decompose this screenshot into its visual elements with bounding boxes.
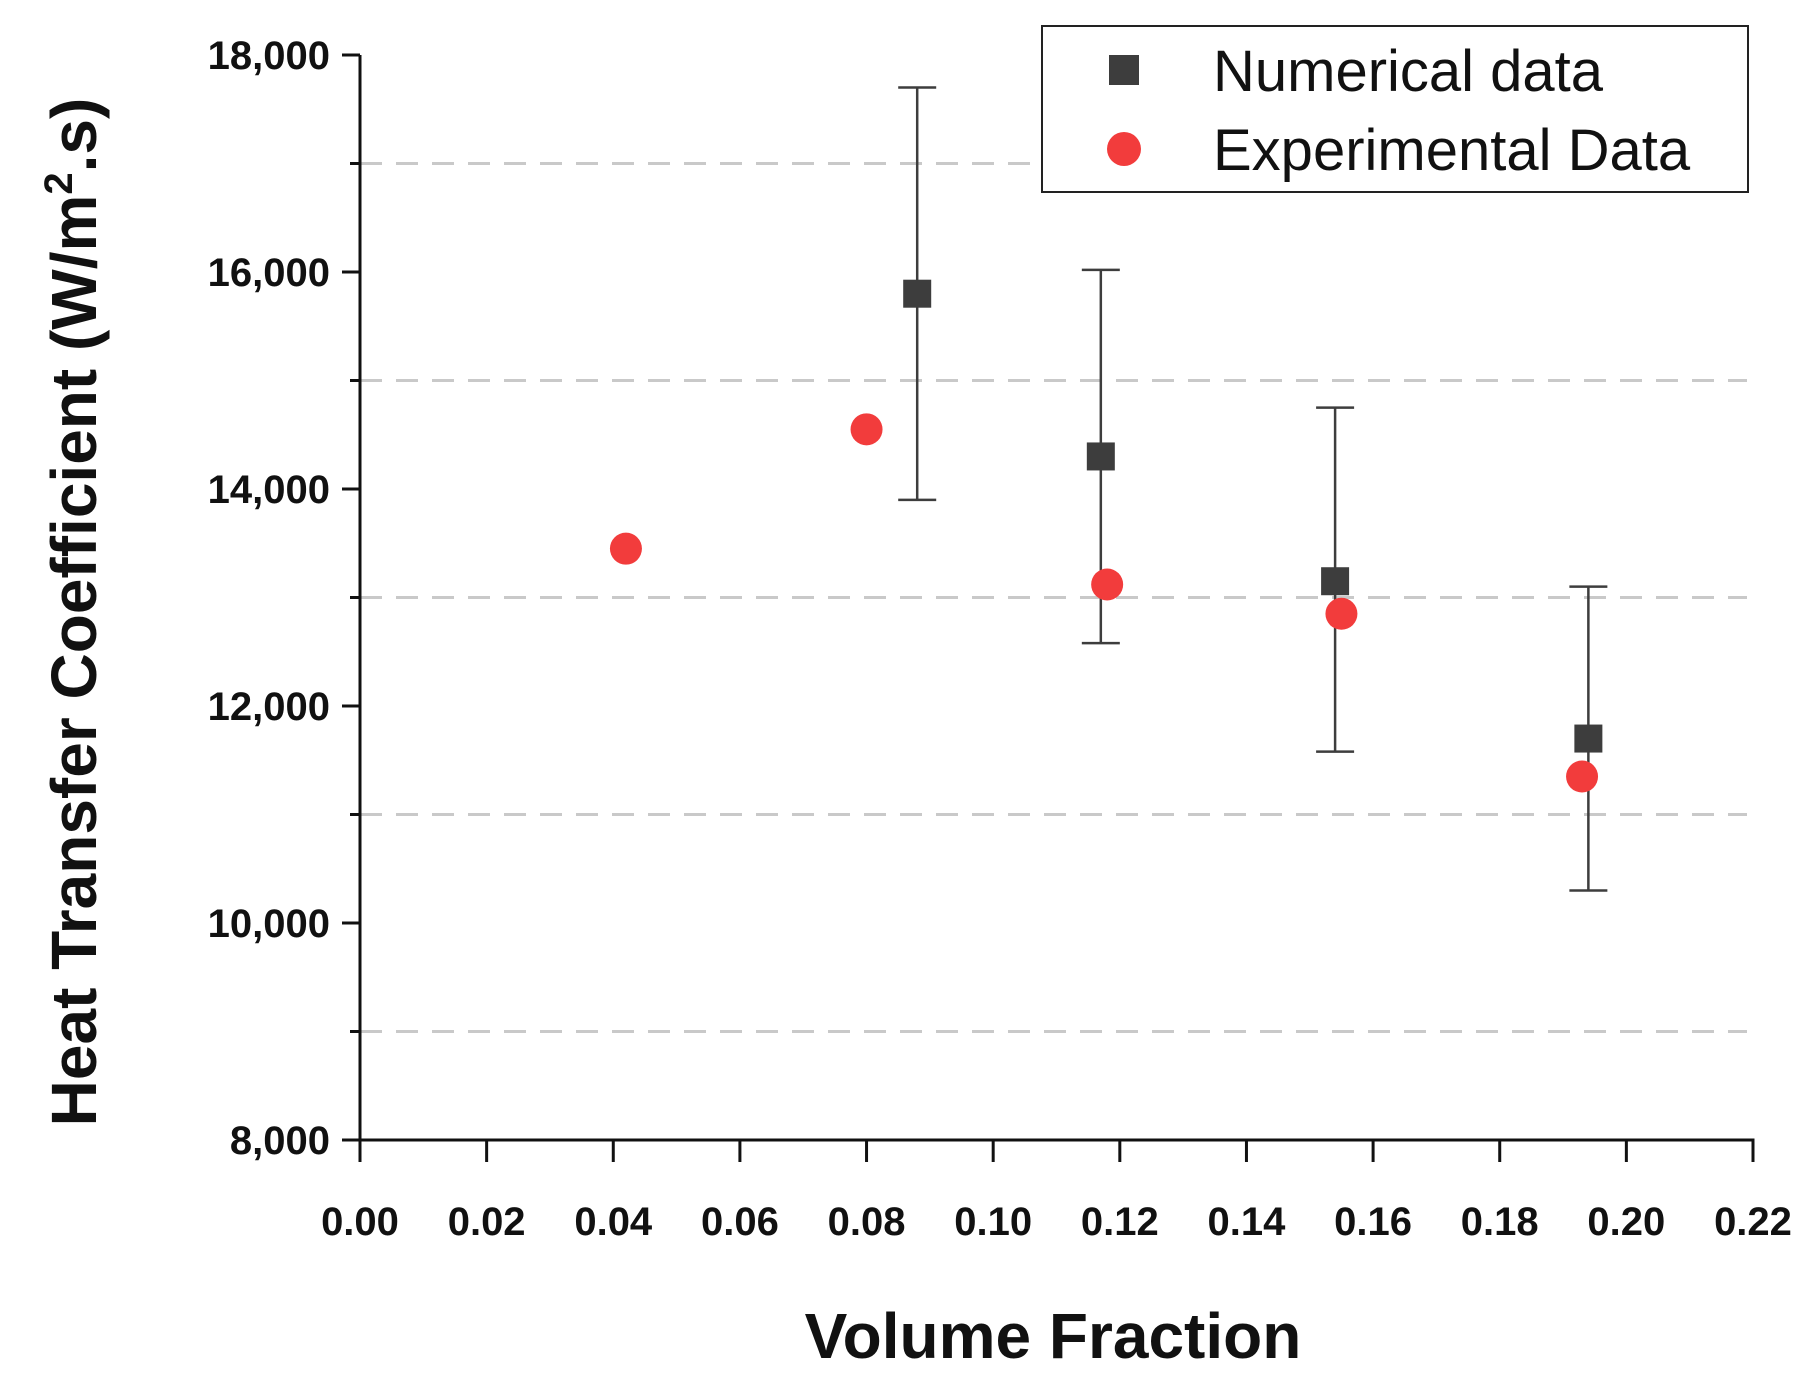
x-tick-label: 0.10 — [954, 1200, 1032, 1244]
experimental-data-point — [1325, 597, 1358, 630]
x-tick-label: 0.12 — [1081, 1200, 1159, 1244]
legend-label-experimental: Experimental Data — [1213, 118, 1691, 183]
x-tick-label: 0.08 — [828, 1200, 906, 1244]
legend-label-numerical: Numerical data — [1213, 39, 1604, 104]
y-tick-label: 14,000 — [208, 468, 330, 512]
x-tick-label: 0.22 — [1714, 1200, 1792, 1244]
x-tick-label: 0.14 — [1208, 1200, 1287, 1244]
legend-box — [1041, 25, 1749, 193]
y-tick-label: 18,000 — [208, 34, 330, 78]
x-tick-label: 0.06 — [701, 1200, 779, 1244]
legend-marker-numerical — [1109, 55, 1139, 85]
x-tick-label: 0.04 — [574, 1200, 653, 1244]
x-tick-label: 0.16 — [1334, 1200, 1412, 1244]
x-axis-title: Volume Fraction — [805, 1300, 1302, 1372]
experimental-data-point — [609, 532, 642, 565]
y-tick-label: 16,000 — [208, 251, 330, 295]
numerical-data-point — [903, 279, 932, 308]
y-tick-label: 12,000 — [208, 685, 330, 729]
x-tick-label: 0.02 — [448, 1200, 526, 1244]
legend: Numerical data Experimental Data — [1041, 25, 1749, 193]
y-axis-title-superscript: 2 — [37, 172, 81, 194]
error-bars — [898, 86, 1608, 892]
numerical-data-point — [1086, 442, 1115, 471]
experimental-data-point — [1566, 760, 1599, 793]
x-tick-label: 0.18 — [1461, 1200, 1539, 1244]
data-points — [609, 279, 1603, 793]
y-tick-label: 8,000 — [230, 1119, 330, 1163]
x-tick-label: 0.00 — [321, 1200, 399, 1244]
grid-lines — [360, 162, 1747, 1033]
experimental-data-point — [1091, 568, 1124, 601]
x-tick-label: 0.20 — [1587, 1200, 1665, 1244]
axes — [342, 53, 1755, 1162]
y-axis-title: Heat Transfer Coefficient (W/m2.s) — [37, 98, 110, 1127]
y-tick-label: 10,000 — [208, 902, 330, 946]
tick-labels: 8,000 10,000 12,000 14,000 16,000 18,000 0.00 0… — [208, 34, 1792, 1244]
experimental-data-point — [850, 413, 883, 446]
legend-marker-experimental — [1107, 132, 1141, 166]
numerical-data-point — [1574, 724, 1603, 753]
numerical-data-point — [1321, 567, 1350, 596]
